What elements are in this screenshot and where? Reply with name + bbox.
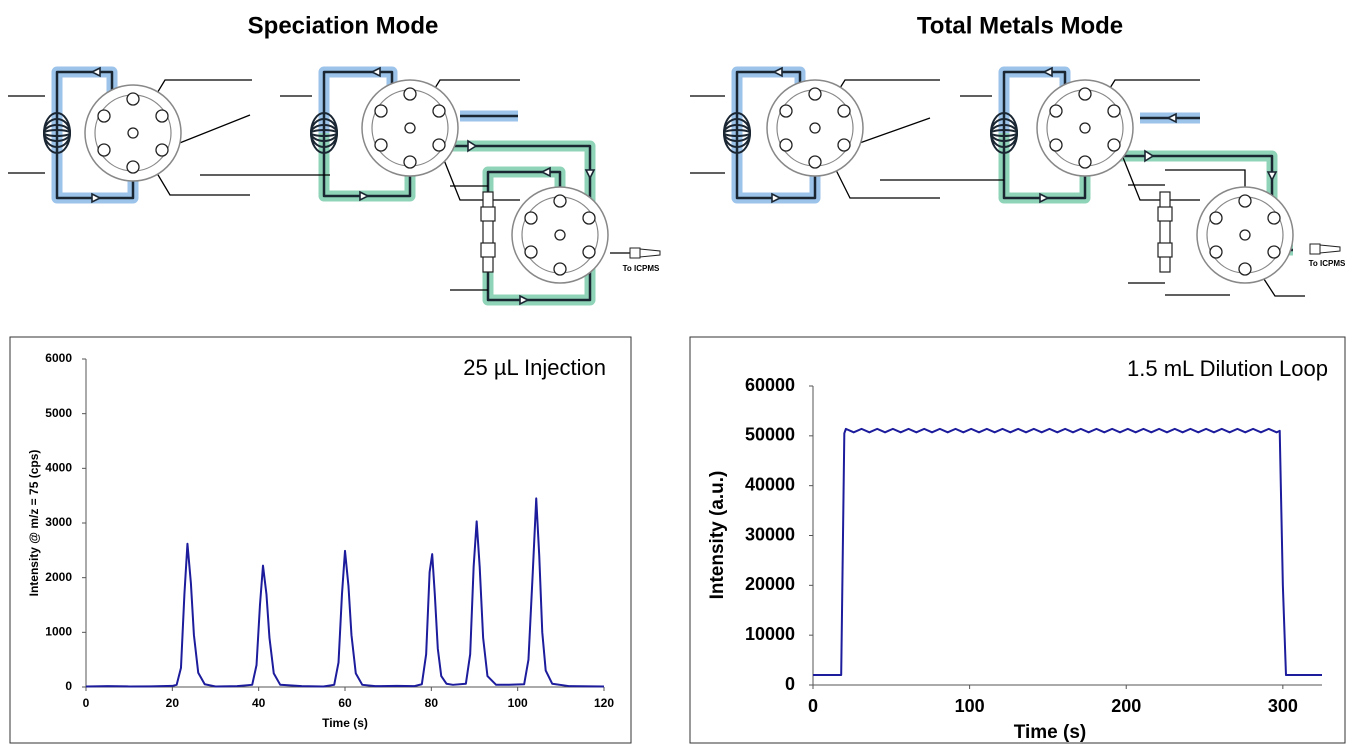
annotation: 1.5 mL Dilution Loop	[1127, 356, 1328, 381]
x-tick-label: 0	[83, 696, 90, 710]
chart-frame	[689, 336, 1346, 744]
y-tick-label: 3000	[45, 515, 72, 529]
y-tick-label: 20000	[745, 574, 795, 594]
diagram-title: Speciation Mode	[248, 12, 439, 39]
y-tick-label: 30000	[745, 524, 795, 544]
diagram-total-metals: Total Metals Mode To ICPMS	[690, 12, 1346, 297]
x-tick-label: 100	[955, 696, 985, 716]
x-tick-label: 80	[425, 696, 439, 710]
y-tick-label: 4000	[45, 461, 72, 475]
y-tick-label: 6000	[45, 351, 72, 365]
diagram-title: Total Metals Mode	[917, 12, 1123, 39]
outlet-label: To ICPMS	[623, 264, 660, 273]
x-tick-label: 20	[166, 696, 180, 710]
annotation: 25 µL Injection	[463, 355, 606, 380]
outlet-label: To ICPMS	[1309, 259, 1346, 268]
y-axis-label: Intensity @ m/z = 75 (cps)	[27, 450, 41, 597]
y-tick-label: 10000	[745, 624, 795, 644]
diagram-speciation: Speciation Mode To ICPMS	[8, 12, 661, 306]
y-tick-label: 50000	[745, 425, 795, 445]
x-tick-label: 300	[1268, 696, 1298, 716]
y-tick-label: 2000	[45, 570, 72, 584]
y-tick-label: 0	[785, 674, 795, 694]
line-series	[85, 497, 605, 688]
y-axis-label: Intensity (a.u.)	[707, 471, 728, 600]
x-tick-label: 40	[252, 696, 266, 710]
x-tick-label: 0	[808, 696, 818, 716]
y-tick-label: 60000	[745, 375, 795, 395]
y-tick-label: 40000	[745, 474, 795, 494]
y-tick-label: 0	[65, 679, 72, 693]
x-tick-label: 60	[338, 696, 352, 710]
x-tick-label: 100	[508, 696, 528, 710]
x-tick-label: 200	[1111, 696, 1141, 716]
x-axis-label: Time (s)	[322, 716, 368, 730]
y-tick-label: 1000	[45, 625, 72, 639]
y-tick-label: 5000	[45, 406, 72, 420]
x-axis-label: Time (s)	[1014, 722, 1087, 743]
line-series	[813, 427, 1322, 677]
chart-frame	[9, 336, 632, 744]
x-tick-label: 120	[594, 696, 614, 710]
